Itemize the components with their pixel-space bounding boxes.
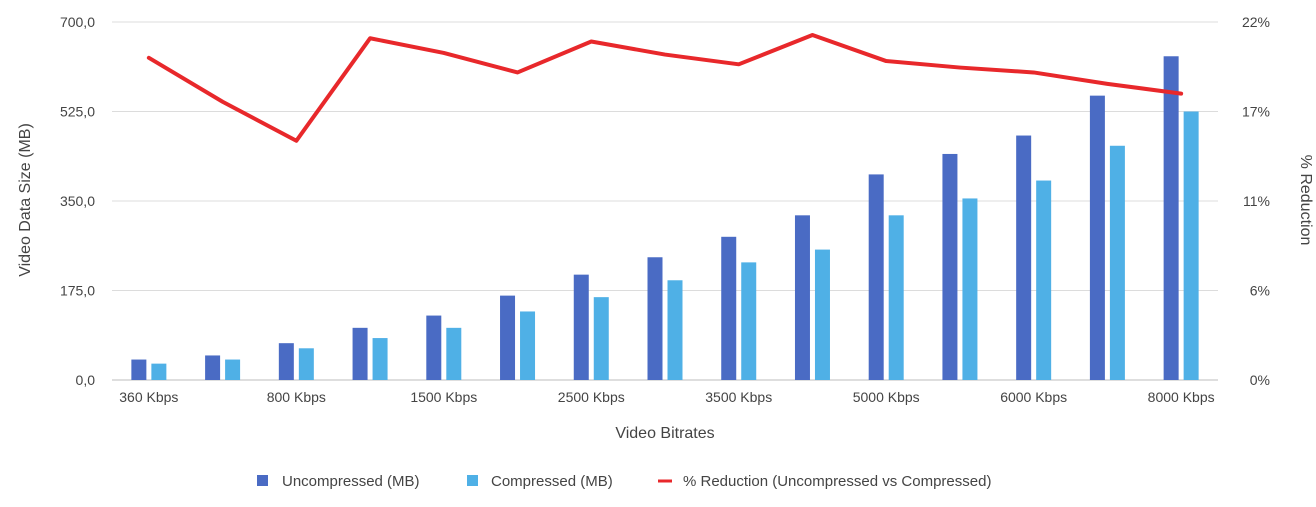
- bar-uncompressed: [1089, 95, 1105, 380]
- bar-uncompressed: [1016, 135, 1032, 380]
- bar-uncompressed: [426, 315, 442, 380]
- bar-uncompressed: [1163, 56, 1179, 380]
- legend-swatch-compressed: [467, 475, 478, 486]
- x-tick-label: 6000 Kbps: [1000, 389, 1067, 405]
- reduction-series-line: [146, 33, 1184, 143]
- bar-uncompressed: [131, 359, 147, 380]
- y-tick-label: 525,0: [60, 104, 95, 120]
- y2-tick-label: 0%: [1250, 372, 1270, 388]
- legend: Uncompressed (MB) Compressed (MB) % Redu…: [257, 473, 991, 490]
- left-axis-ticks: 0,0 175,0 350,0 525,0 700,0: [60, 14, 95, 388]
- x-tick-label: 800 Kbps: [267, 389, 326, 405]
- bar-compressed: [814, 249, 830, 380]
- y2-tick-label: 17%: [1242, 104, 1270, 120]
- x-axis-title: Video Bitrates: [615, 425, 714, 442]
- legend-label-reduction: % Reduction (Uncompressed vs Compressed): [683, 473, 991, 490]
- bar-compressed: [298, 348, 314, 380]
- x-axis-ticks: 360 Kbps 800 Kbps 1500 Kbps 2500 Kbps 3500 K…: [119, 389, 1214, 405]
- bar-uncompressed: [942, 153, 958, 380]
- bar-compressed: [1109, 145, 1125, 380]
- y-tick-label: 700,0: [60, 14, 95, 30]
- y-tick-label: 350,0: [60, 193, 95, 209]
- bar-uncompressed: [647, 257, 663, 380]
- bar-uncompressed: [573, 274, 589, 380]
- legend-label-uncompressed: Uncompressed (MB): [282, 473, 420, 490]
- x-tick-label: 1500 Kbps: [410, 389, 477, 405]
- bar-uncompressed: [352, 327, 368, 380]
- bar-compressed: [667, 280, 683, 380]
- bar-compressed: [962, 198, 978, 380]
- reduction-line: [146, 33, 1184, 143]
- bar-uncompressed: [794, 215, 810, 380]
- bar-compressed: [225, 359, 241, 380]
- y2-tick-label: 22%: [1242, 14, 1270, 30]
- y-axis-title: Video Data Size (MB): [17, 123, 34, 277]
- gridlines: [112, 21, 1218, 381]
- bar-compressed: [888, 215, 904, 380]
- bar-compressed: [151, 363, 167, 380]
- y2-tick-label: 6%: [1250, 283, 1270, 299]
- legend-swatch-uncompressed: [257, 475, 268, 486]
- y-tick-label: 175,0: [60, 283, 95, 299]
- bar-uncompressed: [500, 295, 516, 380]
- x-tick-label: 5000 Kbps: [853, 389, 920, 405]
- bar-compressed: [520, 311, 536, 380]
- y-tick-label: 0,0: [76, 372, 96, 388]
- bar-uncompressed: [868, 174, 884, 380]
- x-tick-label: 3500 Kbps: [705, 389, 772, 405]
- x-tick-label: 360 Kbps: [119, 389, 178, 405]
- y2-axis-title: % Reduction: [1297, 155, 1314, 246]
- x-tick-label: 2500 Kbps: [558, 389, 625, 405]
- bar-compressed: [446, 327, 462, 380]
- bar-compressed: [372, 338, 388, 380]
- bar-compressed: [1036, 180, 1052, 380]
- bars: [131, 56, 1199, 380]
- bar-uncompressed: [278, 343, 294, 380]
- legend-label-compressed: Compressed (MB): [491, 473, 613, 490]
- bar-compressed: [1183, 111, 1199, 380]
- bar-compressed: [593, 297, 609, 380]
- bar-uncompressed: [205, 355, 221, 380]
- y2-tick-label: 11%: [1243, 193, 1270, 209]
- bar-compressed: [741, 262, 757, 380]
- x-tick-label: 8000 Kbps: [1148, 389, 1215, 405]
- right-axis-ticks: 0% 6% 11% 17% 22%: [1242, 14, 1270, 388]
- bar-uncompressed: [721, 236, 737, 380]
